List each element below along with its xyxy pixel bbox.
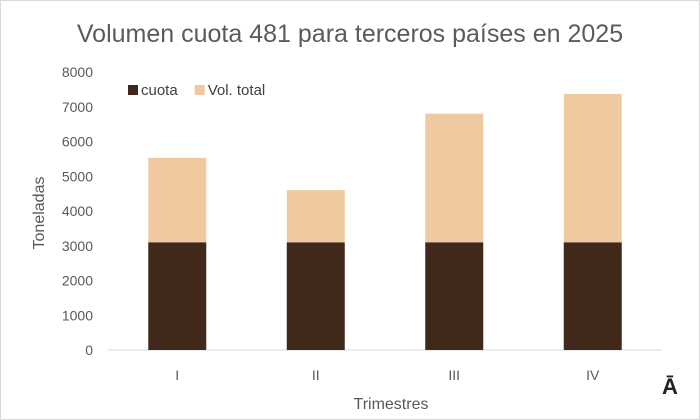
- x-tick-label: II: [312, 367, 320, 383]
- bar-segment-cuota: [563, 242, 622, 350]
- y-axis-title: Toneladas: [31, 177, 48, 250]
- bar-segment-vol-total: [563, 93, 622, 243]
- y-axis: 0 1000 2000 3000 4000 5000 6000 7000 8000: [62, 64, 93, 358]
- legend: cuota Vol. total: [128, 82, 265, 99]
- y-tick-label: 4000: [62, 203, 93, 219]
- x-tick-label: III: [448, 367, 460, 383]
- y-tick-label: 5000: [62, 168, 93, 184]
- y-tick-label: 8000: [62, 64, 93, 80]
- y-tick-label: 2000: [62, 273, 93, 289]
- x-axis-title: Trimestres: [354, 396, 429, 413]
- y-tick-label: 3000: [62, 238, 93, 254]
- y-tick-label: 1000: [62, 307, 93, 323]
- bar-segment-vol-total: [425, 113, 484, 243]
- bar-segment-cuota: [425, 242, 484, 350]
- legend-swatch: [194, 85, 205, 95]
- bar-segment-vol-total: [286, 190, 345, 243]
- x-axis: I II III IV: [175, 367, 600, 383]
- bars: [148, 93, 622, 350]
- legend-swatch: [128, 85, 138, 95]
- bar-segment-cuota: [148, 242, 207, 350]
- x-tick-label: IV: [586, 367, 600, 383]
- y-tick-label: 7000: [62, 99, 93, 115]
- bar-segment-cuota: [286, 242, 345, 350]
- x-tick-label: I: [175, 367, 179, 383]
- y-tick-label: 0: [85, 342, 93, 358]
- legend-label: cuota: [141, 82, 178, 99]
- bar-segment-vol-total: [148, 157, 207, 243]
- legend-label: Vol. total: [208, 82, 266, 99]
- corner-mark: Ā: [662, 374, 678, 399]
- y-tick-label: 6000: [62, 134, 93, 150]
- chart-title: Volumen cuota 481 para terceros países e…: [77, 20, 623, 48]
